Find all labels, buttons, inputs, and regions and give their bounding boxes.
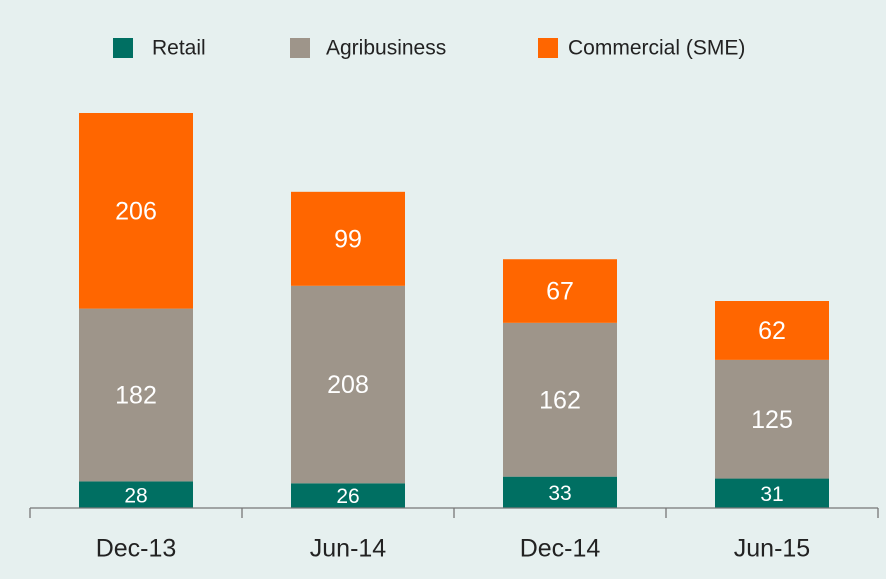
bar-segment [79,481,193,508]
bar-segment [503,476,617,508]
bar-segment [79,113,193,309]
x-tick-label: Dec-14 [520,535,601,563]
bar-segment [503,259,617,323]
data-label: 125 [751,406,793,434]
bar-segment [503,322,617,477]
bar-segment [291,483,405,508]
x-tick-label: Dec-13 [96,535,177,563]
data-label: 208 [327,371,369,399]
bar-segment [715,301,829,360]
legend-label: Agribusiness [326,37,446,60]
bar-segment [715,359,829,479]
bar-segment [79,308,193,482]
data-label: 206 [115,197,157,225]
legend-swatch [290,38,310,58]
legend-swatch [113,38,133,58]
data-label: 28 [124,484,147,507]
bar-segment [291,191,405,286]
data-label: 33 [548,482,571,505]
data-label: 67 [546,278,574,306]
legend-label: Commercial (SME) [568,37,745,60]
data-label: 62 [758,317,786,345]
data-label: 182 [115,382,157,410]
x-tick-label: Jun-15 [734,535,810,563]
data-label: 162 [539,386,581,414]
data-label: 31 [760,483,783,506]
x-tick-label: Jun-14 [310,535,387,563]
bar-segment [291,285,405,484]
data-label: 99 [334,225,362,253]
data-label: 26 [336,485,359,508]
bar-segment [715,478,829,508]
legend-label: Retail [152,37,206,60]
legend-swatch [538,38,558,58]
